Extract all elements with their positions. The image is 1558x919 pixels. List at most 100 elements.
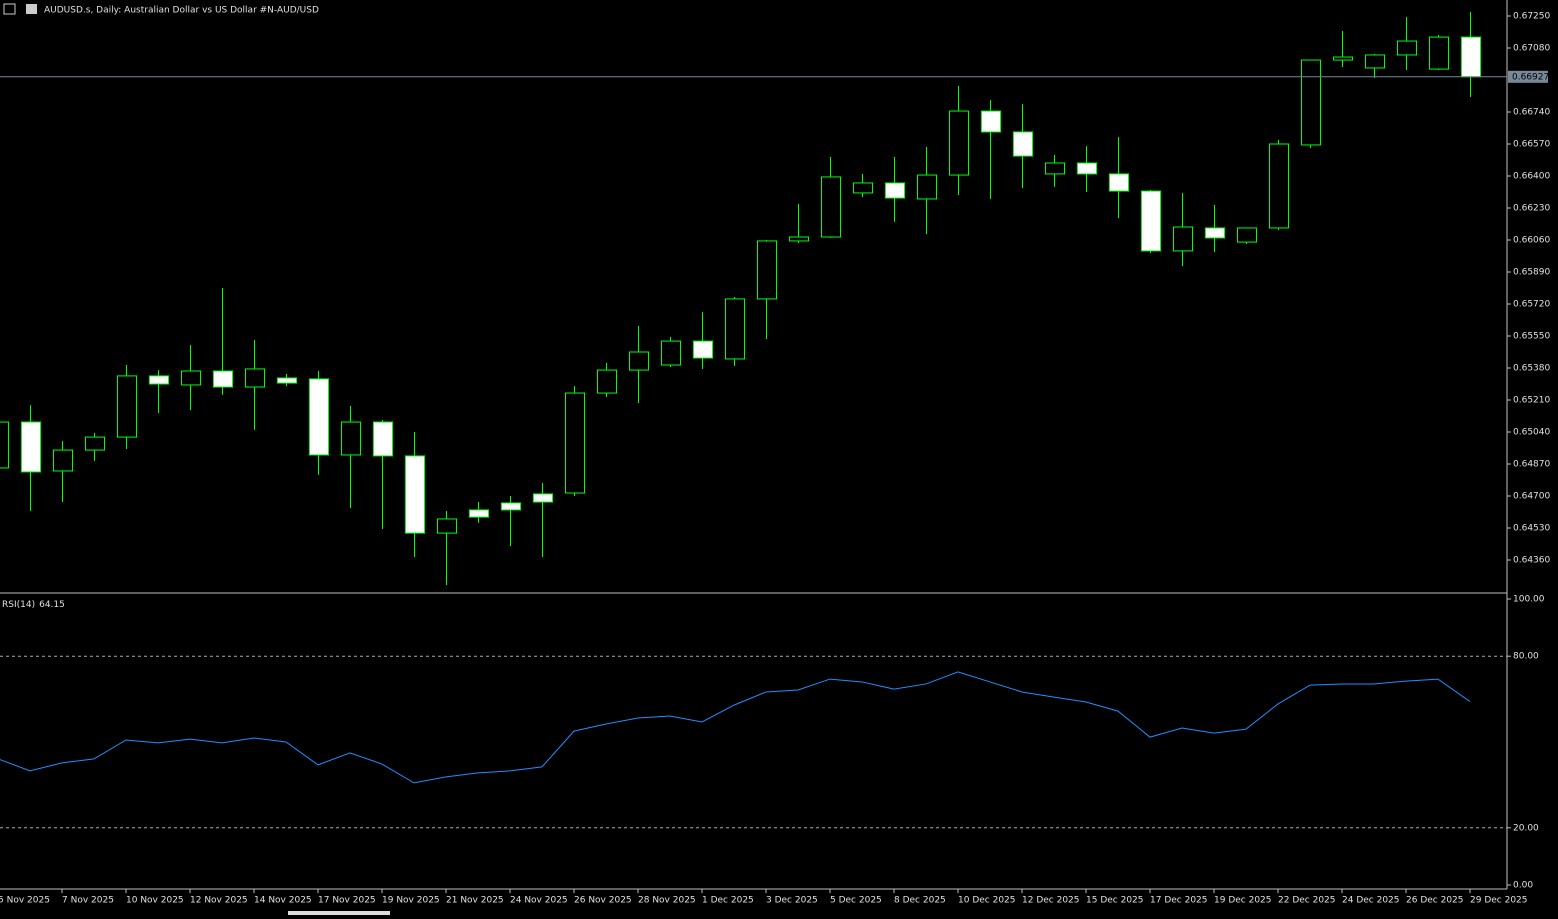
x-tick-label: 22 Dec 2025 [1278,896,1336,906]
x-tick-label: 14 Nov 2025 [254,896,312,906]
x-tick-label: 12 Dec 2025 [1022,896,1080,906]
y-tick-label: 0.65550 [1513,332,1550,342]
candle-body [437,518,457,534]
candle-body [1397,40,1417,56]
x-tick-label: 15 Dec 2025 [1086,896,1144,906]
candle-body [597,369,617,394]
candle-body [565,392,585,494]
y-tick-label: 0.65890 [1513,268,1550,278]
candle-body [1365,54,1385,69]
x-tick-label: 17 Dec 2025 [1150,896,1208,906]
y-tick-label: 0.66060 [1513,236,1550,246]
x-tick-label: 8 Dec 2025 [894,896,946,906]
candle-body [917,174,937,200]
candle-body [853,182,873,194]
x-tick-label: 3 Dec 2025 [766,896,818,906]
candle-body [885,182,905,199]
x-tick-label: 10 Nov 2025 [126,896,184,906]
y-tick-label: 0.65210 [1513,396,1550,406]
candle-body [1141,190,1161,252]
x-tick-label: 26 Dec 2025 [1406,896,1464,906]
y-tick-label: 0.66400 [1513,172,1550,182]
x-tick-label: 29 Dec 2025 [1470,896,1528,906]
x-tick-label: 7 Nov 2025 [62,896,114,906]
candle-body [21,421,41,473]
y-tick-label: 0.64360 [1513,556,1550,566]
candle-body [1077,162,1097,175]
x-tick-label: 26 Nov 2025 [574,896,632,906]
y-tick-label: 0.64530 [1513,524,1550,534]
x-tick-label: 21 Nov 2025 [446,896,504,906]
y-tick-label: 0.65720 [1513,300,1550,310]
candle-body [821,176,841,238]
indicator-value: 64.15 [39,600,65,610]
y-tick-label: 0.00 [1513,880,1533,890]
candle-body [757,240,777,300]
y-tick-label: 80.00 [1513,652,1539,662]
x-tick-label: 1 Dec 2025 [702,896,754,906]
candle-body [949,110,969,176]
y-tick-label: 20.00 [1513,823,1539,833]
candle-body [1045,162,1065,175]
candle-body [1173,226,1193,252]
y-tick-label: 0.67080 [1513,44,1550,54]
candle-body [373,421,393,457]
price-label-box [1508,70,1548,83]
x-tick-label: 28 Nov 2025 [638,896,696,906]
x-tick-label: 19 Nov 2025 [382,896,440,906]
candle-body [309,378,329,456]
candle-body [181,370,201,386]
candle-body [789,236,809,242]
candle-body [85,436,105,451]
y-tick-label: 0.64700 [1513,492,1550,502]
y-tick-label: 100.00 [1513,595,1545,605]
x-tick-label: 17 Nov 2025 [318,896,376,906]
x-tick-label: 24 Dec 2025 [1342,896,1400,906]
candle-body [1109,173,1129,192]
y-tick-label: 0.66570 [1513,140,1550,150]
candle-body [1429,36,1449,70]
menu-icon[interactable] [3,3,16,15]
x-tick-label: 5 Dec 2025 [830,896,882,906]
candle-body [981,110,1001,133]
y-tick-label: 0.65040 [1513,428,1550,438]
candle-body [693,340,713,359]
chart-icon[interactable] [26,4,37,14]
candle-body [629,351,649,371]
x-tick-label: 10 Dec 2025 [958,896,1016,906]
candle-body [245,368,265,388]
candle-body [1301,59,1321,146]
candle-body [501,502,521,511]
candle-body [149,375,169,385]
scrollbar[interactable] [288,911,390,915]
candle-body [341,421,361,456]
x-tick-label: 5 Nov 2025 [0,896,50,906]
candle-body [661,340,681,366]
indicator-label: RSI(14) 64.15 [2,600,65,610]
candle-body [117,375,137,438]
candle-body [213,370,233,388]
candle-body [469,509,489,518]
price-label: 0.66927 [1512,72,1549,82]
y-tick-label: 0.66740 [1513,108,1550,118]
candle-body [533,493,553,503]
candle-body [1237,227,1257,243]
candle-body [1205,227,1225,239]
y-tick-label: 0.65380 [1513,364,1550,374]
candle-body [1269,143,1289,229]
candle-body [1013,131,1033,157]
candle-body [277,377,297,384]
y-tick-label: 0.66230 [1513,204,1550,214]
x-tick-label: 19 Dec 2025 [1214,896,1272,906]
y-tick-label: 0.64870 [1513,460,1550,470]
candle-body [53,449,73,472]
indicator-name: RSI(14) [2,600,35,610]
x-tick-label: 24 Nov 2025 [510,896,568,906]
candle-body [1333,56,1353,61]
y-tick-label: 0.67250 [1513,12,1550,22]
chart-title: AUDUSD.s, Daily: Australian Dollar vs US… [44,6,319,16]
rsi-line [0,671,1471,784]
